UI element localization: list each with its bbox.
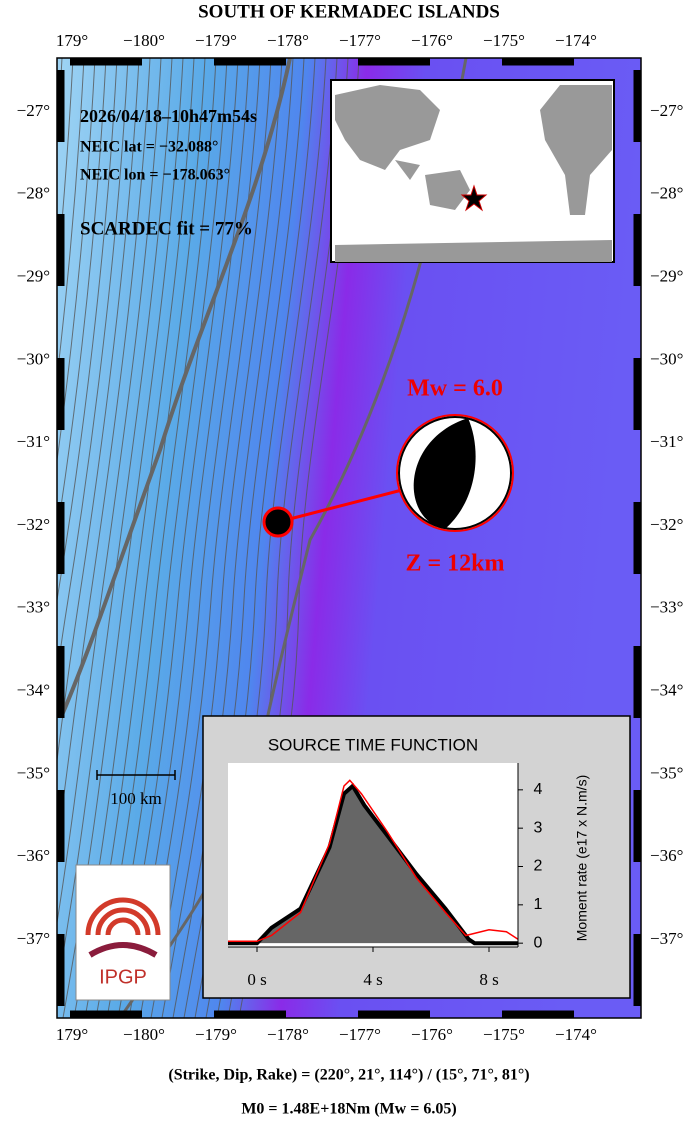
moment: M0 = 1.48E+18Nm (Mw = 6.05) — [241, 1101, 456, 1118]
lat-label: −35° — [17, 763, 50, 782]
event-date: 2026/04/18–10h47m54s — [80, 106, 257, 126]
lon-label: −175° — [483, 31, 525, 50]
lat-label: −37° — [650, 929, 683, 948]
lon-label: −179° — [195, 1025, 237, 1044]
lat-label: −36° — [650, 846, 683, 865]
stf-title: SOURCE TIME FUNCTION — [268, 735, 478, 754]
event-lon: NEIC lon = −178.063° — [80, 167, 230, 184]
map-title: SOUTH OF KERMADEC ISLANDS — [198, 1, 500, 22]
stf-y-label: Moment rate (e17 x N.m/s) — [574, 775, 590, 942]
lon-label: −179° — [195, 31, 237, 50]
lat-label: −34° — [17, 681, 50, 700]
stf-plot: 0 s 4 s 8 s 0 1 2 3 4 — [228, 763, 543, 989]
lon-label: −177° — [339, 1025, 381, 1044]
lon-label: 179° — [56, 31, 88, 50]
lat-label: −28° — [17, 184, 50, 203]
lat-label: −29° — [17, 267, 50, 286]
logo-text: IPGP — [99, 966, 147, 988]
contour — [57, 58, 140, 765]
trench — [60, 58, 292, 716]
lon-label: −176° — [411, 31, 453, 50]
lat-label: −36° — [17, 846, 50, 865]
scale-bar — [96, 770, 176, 780]
x-tick-label: 8 s — [479, 970, 498, 989]
lat-label: −29° — [650, 267, 683, 286]
contour — [57, 58, 162, 926]
contour — [57, 58, 151, 851]
lon-label: −176° — [411, 1025, 453, 1044]
stf-line — [228, 779, 519, 943]
lat-label: −31° — [650, 432, 683, 451]
lon-label: −180° — [123, 31, 165, 50]
x-tick-label: 4 s — [363, 970, 382, 989]
lon-label: −174° — [555, 1025, 597, 1044]
map-frame — [56, 57, 642, 1019]
y-tick-label: 0 — [534, 934, 543, 951]
contour — [57, 58, 96, 464]
lat-label: −28° — [650, 184, 683, 203]
contour — [161, 58, 283, 1018]
fit: SCARDEC fit = 77% — [80, 218, 253, 239]
scale-label: 100 km — [110, 789, 161, 808]
contour — [57, 58, 85, 382]
contour — [172, 58, 294, 1018]
y-tick-label: 2 — [534, 858, 543, 875]
beachball — [396, 414, 514, 532]
lat-label: −33° — [17, 598, 50, 617]
lon-label: 179° — [56, 1025, 88, 1044]
lat-label: −27° — [650, 101, 683, 120]
lat-label: −32° — [650, 515, 683, 534]
lon-label: −178° — [267, 31, 309, 50]
lat-label: −30° — [650, 349, 683, 368]
world-inset — [330, 79, 615, 263]
contour — [57, 58, 118, 604]
mechanism: (Strike, Dip, Rake) = (220°, 21°, 114°) … — [168, 1067, 529, 1084]
link-line — [277, 488, 403, 524]
depth: Z = 12km — [405, 551, 504, 577]
lon-label: −174° — [555, 31, 597, 50]
stf-inset — [202, 715, 631, 999]
logo: IPGP — [75, 864, 171, 1001]
lat-label: −27° — [17, 101, 50, 120]
lon-label: −177° — [339, 31, 381, 50]
event-lat: NEIC lat = −32.088° — [80, 139, 218, 156]
epicenter — [262, 506, 294, 538]
stf-area — [228, 786, 518, 944]
lat-label: −30° — [17, 349, 50, 368]
contour — [150, 58, 272, 1018]
y-tick-label: 4 — [534, 781, 543, 798]
lat-label: −31° — [17, 432, 50, 451]
lon-label: −178° — [267, 1025, 309, 1044]
frame-checker — [57, 58, 641, 1018]
contour — [57, 58, 107, 536]
lat-label: −35° — [650, 763, 683, 782]
lat-label: −33° — [650, 598, 683, 617]
magnitude: Mw = 6.0 — [407, 376, 503, 402]
lon-label: −180° — [123, 1025, 165, 1044]
lon-label: −175° — [483, 1025, 525, 1044]
graticule-labels: 179° 179° −180° −180° −179° −179° −178° −178° −1… — [17, 31, 684, 1044]
x-tick-label: 0 s — [247, 970, 266, 989]
lat-label: −32° — [17, 515, 50, 534]
lat-label: −34° — [650, 681, 683, 700]
y-tick-label: 1 — [534, 896, 543, 913]
lat-label: −37° — [17, 929, 50, 948]
contour — [57, 58, 129, 678]
y-tick-label: 3 — [534, 819, 543, 836]
